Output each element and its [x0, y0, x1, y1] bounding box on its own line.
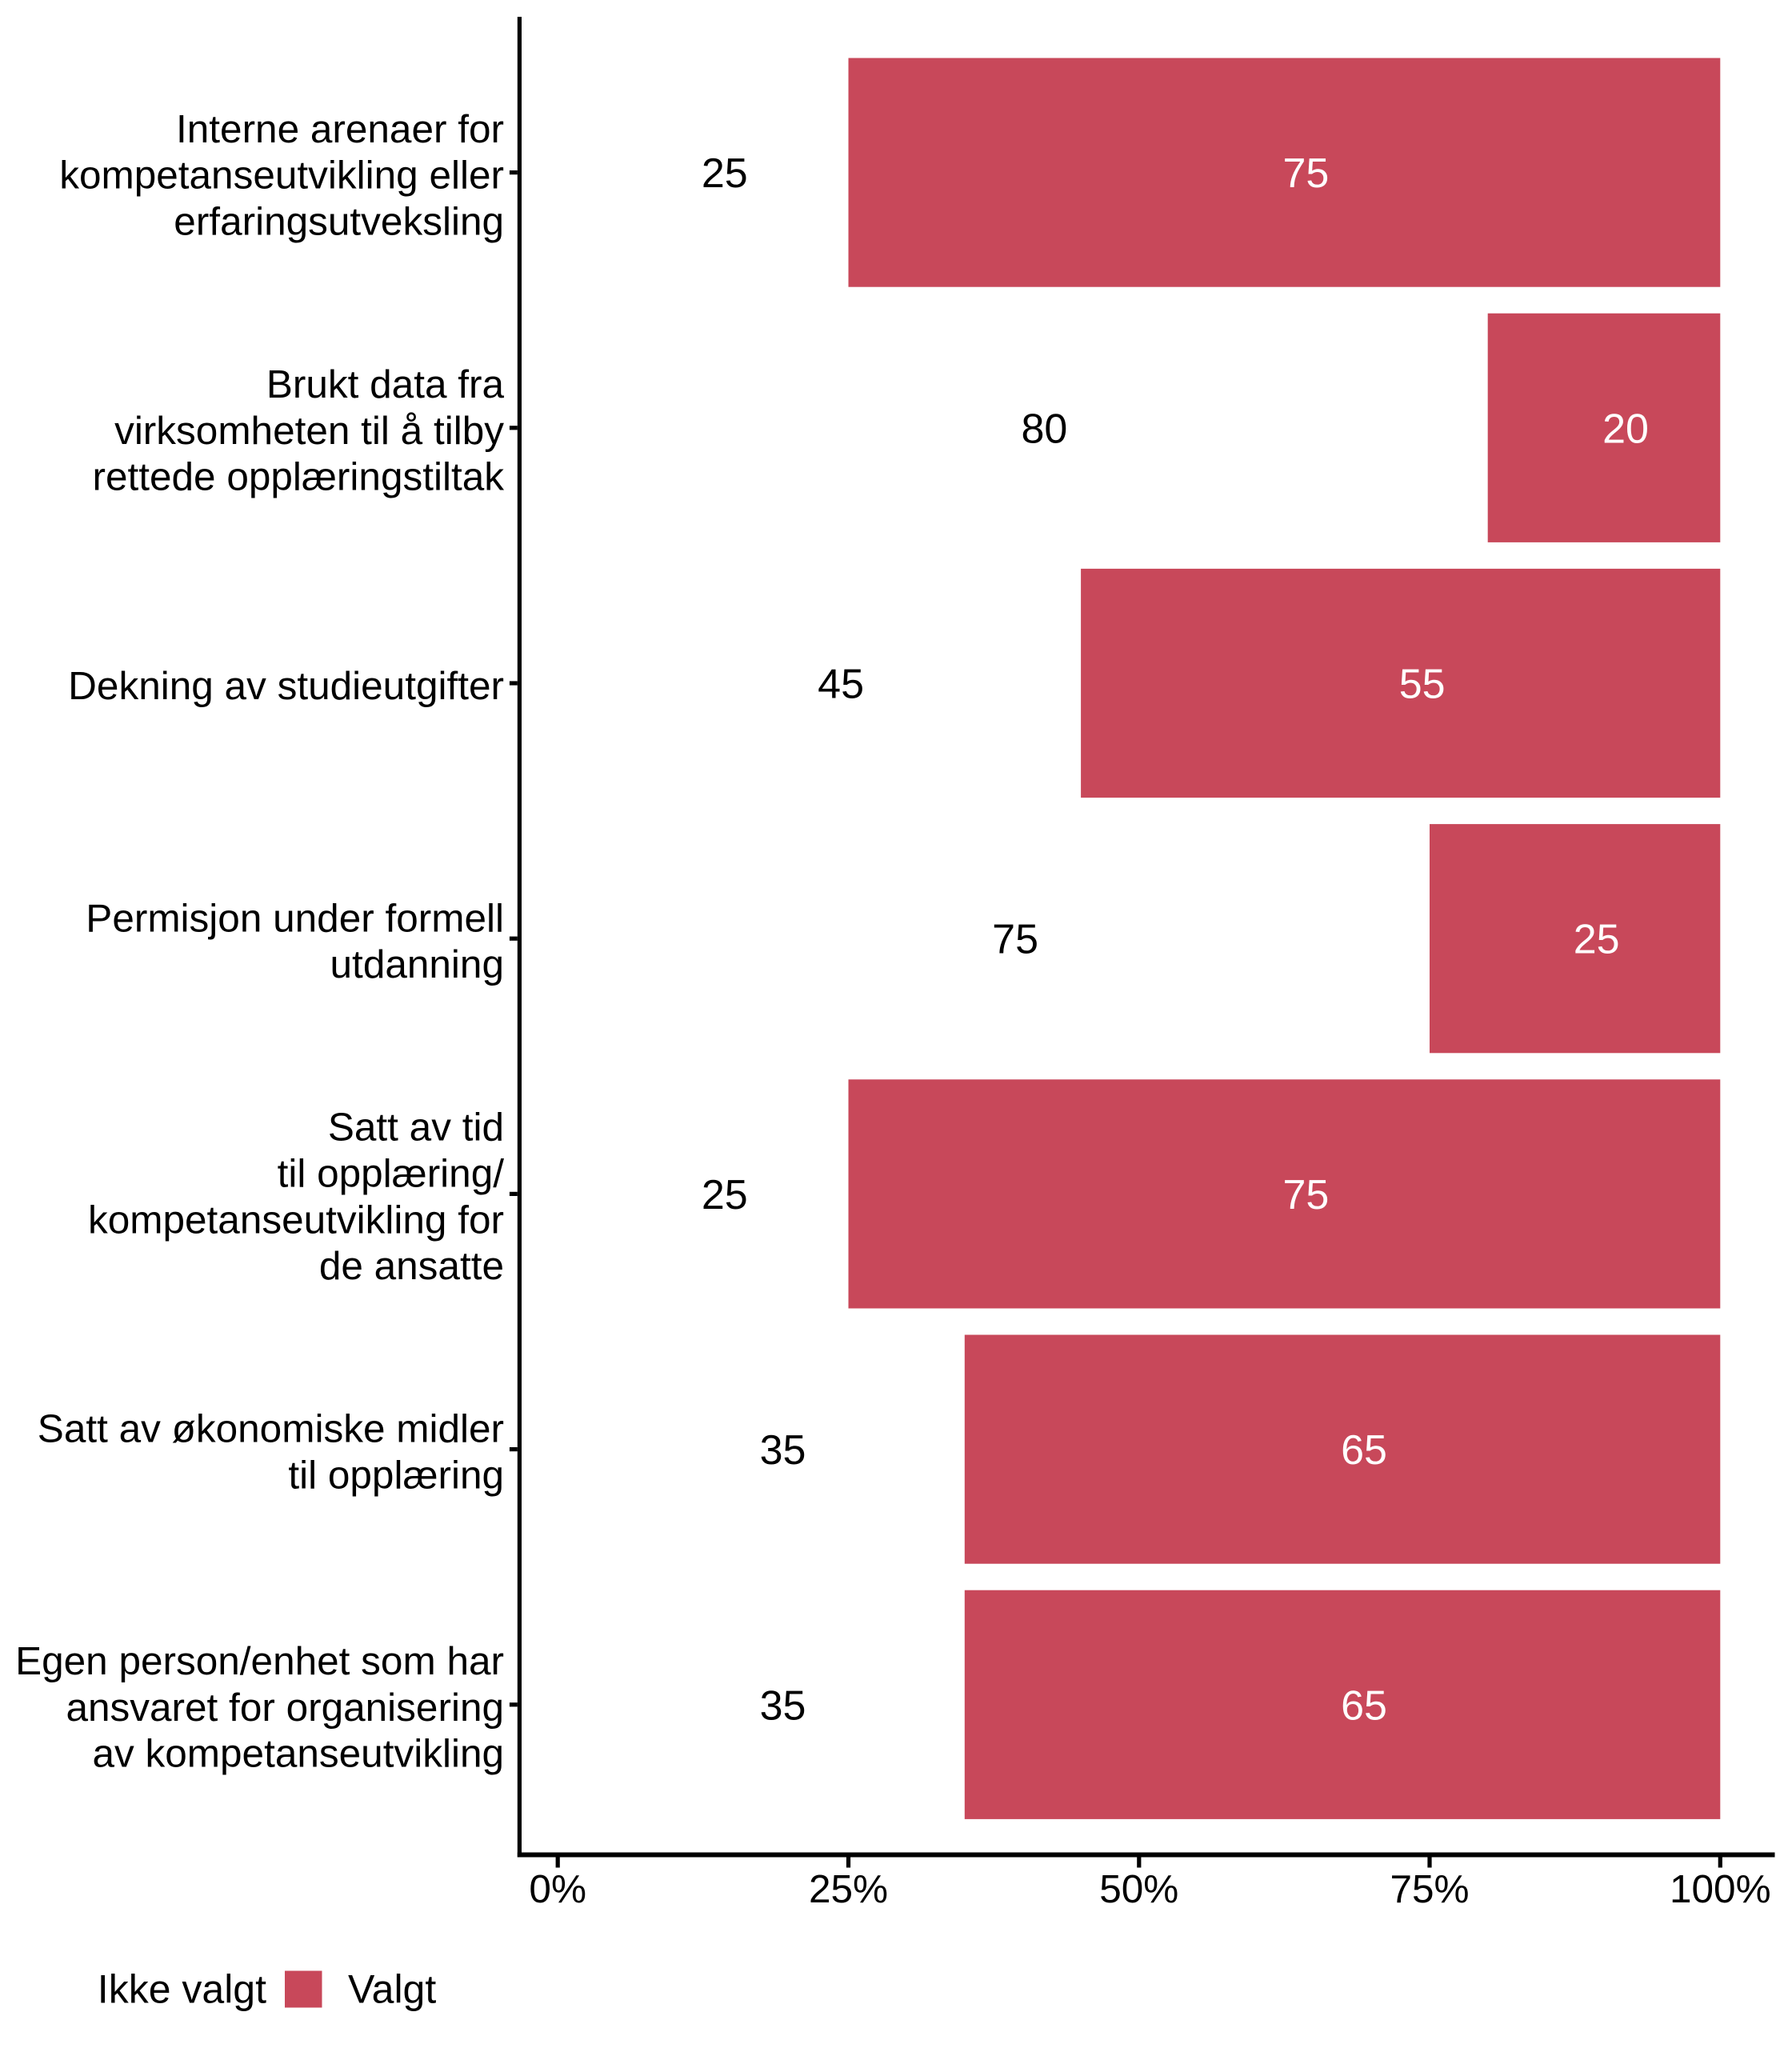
svg-text:av kompetanseutvikling: av kompetanseutvikling: [92, 1732, 504, 1776]
svg-text:55: 55: [1399, 662, 1446, 708]
svg-text:100%: 100%: [1670, 1867, 1771, 1911]
svg-text:utdanning: utdanning: [330, 942, 504, 986]
svg-text:kompetanseutvikling eller: kompetanseutvikling eller: [59, 154, 504, 198]
svg-text:25%: 25%: [809, 1867, 888, 1911]
svg-text:75%: 75%: [1390, 1867, 1469, 1911]
svg-text:35: 35: [760, 1682, 806, 1729]
svg-text:rettede opplæringstiltak: rettede opplæringstiltak: [92, 455, 504, 499]
svg-text:Egen person/enhet som har: Egen person/enhet som har: [15, 1639, 504, 1683]
svg-text:25: 25: [1574, 917, 1620, 963]
svg-text:Satt av økonomiske midler: Satt av økonomiske midler: [38, 1407, 504, 1451]
svg-text:ansvaret for organisering: ansvaret for organisering: [66, 1686, 504, 1730]
svg-text:50%: 50%: [1099, 1867, 1178, 1911]
svg-text:75: 75: [1282, 150, 1329, 197]
svg-text:25: 25: [702, 150, 748, 197]
svg-text:Valgt: Valgt: [348, 1967, 436, 2012]
svg-text:Permisjon under formell: Permisjon under formell: [86, 896, 504, 940]
svg-text:de ansatte: de ansatte: [319, 1244, 504, 1288]
svg-text:Ikke valgt: Ikke valgt: [98, 1967, 266, 2012]
svg-text:virksomheten til å tilby: virksomheten til å tilby: [114, 409, 504, 453]
svg-text:45: 45: [818, 662, 864, 708]
svg-text:erfaringsutveksling: erfaringsutveksling: [174, 199, 504, 243]
svg-text:Dekning av studieutgifter: Dekning av studieutgifter: [68, 664, 504, 708]
svg-text:65: 65: [1341, 1682, 1387, 1729]
svg-text:Interne arenaer for: Interne arenaer for: [176, 107, 504, 151]
svg-text:75: 75: [992, 917, 1038, 963]
svg-text:til opplæring/: til opplæring/: [278, 1152, 505, 1196]
svg-text:35: 35: [760, 1427, 806, 1474]
svg-text:75: 75: [1282, 1172, 1329, 1218]
svg-text:Satt av tid: Satt av tid: [328, 1106, 504, 1150]
svg-text:80: 80: [1021, 406, 1067, 452]
svg-text:kompetanseutvikling for: kompetanseutvikling for: [88, 1198, 504, 1242]
svg-text:Brukt data fra: Brukt data fra: [266, 362, 505, 406]
svg-text:0%: 0%: [529, 1867, 586, 1911]
svg-text:20: 20: [1602, 406, 1649, 452]
svg-text:25: 25: [702, 1172, 748, 1218]
svg-text:til opplæring: til opplæring: [288, 1454, 504, 1498]
svg-text:65: 65: [1341, 1427, 1387, 1474]
